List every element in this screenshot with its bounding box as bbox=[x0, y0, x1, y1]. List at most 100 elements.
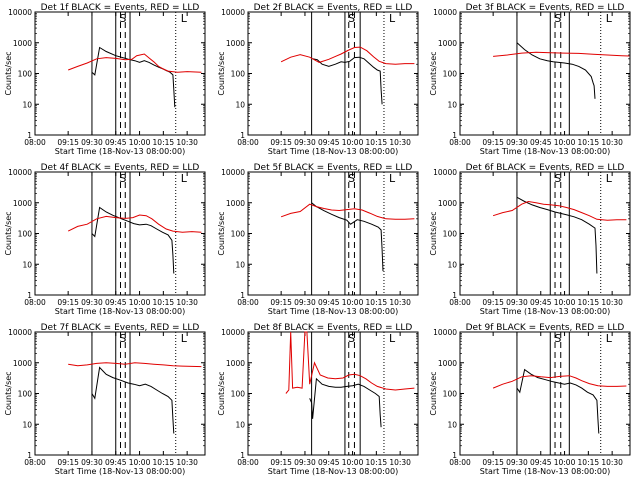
y-tick-label: 10 bbox=[447, 100, 457, 109]
y-axis-label: Counts/sec bbox=[4, 211, 13, 255]
y-tick-label: 10 bbox=[447, 260, 457, 269]
x-tick-label: 08:00 bbox=[449, 298, 471, 307]
panel-title: Det 6f BLACK = Events, RED = LLD bbox=[466, 163, 625, 173]
y-tick-label: 1 bbox=[452, 291, 457, 300]
panel-title: Det 7f BLACK = Events, RED = LLD bbox=[41, 323, 200, 333]
y-tick-label: 10 bbox=[235, 420, 245, 429]
panel-det-9: Det 9f BLACK = Events, RED = LLD 1 10 100 10… bbox=[429, 323, 631, 476]
x-tick-label: 10:00 bbox=[129, 298, 151, 307]
series-line-events bbox=[91, 206, 175, 274]
x-tick-label: 09:15 bbox=[482, 458, 504, 467]
x-axis-label: Start Time (18-Nov-13 08:00:00) bbox=[268, 467, 398, 476]
panel-det-3: Det 3f BLACK = Events, RED = LLD 1 10 100 10… bbox=[429, 3, 631, 156]
x-tick-label: 10:15 bbox=[578, 138, 600, 147]
x-tick-label: 09:15 bbox=[482, 138, 504, 147]
region-letter-l: L bbox=[181, 172, 188, 185]
x-axis-label: Start Time (18-Nov-13 08:00:00) bbox=[480, 307, 610, 316]
y-tick-label: 10000 bbox=[8, 328, 32, 337]
region-letter-s: S bbox=[348, 172, 355, 185]
x-tick-label: 09:30 bbox=[81, 298, 103, 307]
region-letter-l: L bbox=[606, 172, 613, 185]
x-axis-label: Start Time (18-Nov-13 08:00:00) bbox=[268, 307, 398, 316]
panel-det-4: Det 4f BLACK = Events, RED = LLD 1 10 100 10… bbox=[4, 163, 206, 316]
region-letter-l: L bbox=[606, 12, 613, 25]
series-line-events bbox=[311, 202, 384, 272]
panel-title: Det 2f BLACK = Events, RED = LLD bbox=[254, 3, 413, 13]
y-tick-label: 100 bbox=[231, 230, 246, 239]
series-line-events bbox=[516, 42, 596, 99]
panel-det-2: Det 2f BLACK = Events, RED = LLD 1 10 100 10… bbox=[217, 3, 419, 156]
y-tick-label: 1 bbox=[27, 131, 32, 140]
panel-det-5: Det 5f BLACK = Events, RED = LLD 1 10 100 10… bbox=[217, 163, 419, 316]
panel-title: Det 9f BLACK = Events, RED = LLD bbox=[466, 323, 625, 333]
x-tick-label: 09:45 bbox=[530, 458, 552, 467]
plot-frame bbox=[34, 331, 206, 456]
series-line-events bbox=[309, 377, 382, 428]
x-tick-label: 09:15 bbox=[270, 298, 292, 307]
y-tick-label: 10000 bbox=[433, 328, 457, 337]
region-letter-l: L bbox=[389, 332, 396, 345]
x-tick-label: 10:15 bbox=[578, 458, 600, 467]
plot-frame bbox=[34, 171, 206, 296]
y-axis-label: Counts/sec bbox=[429, 371, 438, 415]
x-tick-label: 10:30 bbox=[176, 138, 198, 147]
y-tick-label: 1000 bbox=[438, 359, 457, 368]
y-tick-label: 1 bbox=[240, 131, 245, 140]
plot-frame bbox=[247, 11, 419, 136]
y-tick-label: 10000 bbox=[8, 8, 32, 17]
x-tick-label: 09:45 bbox=[318, 458, 340, 467]
x-tick-label: 09:30 bbox=[294, 458, 316, 467]
panel-title: Det 3f BLACK = Events, RED = LLD bbox=[466, 3, 625, 13]
x-tick-label: 10:00 bbox=[342, 458, 364, 467]
x-tick-label: 09:30 bbox=[506, 298, 528, 307]
x-tick-label: 09:15 bbox=[270, 138, 292, 147]
x-tick-label: 10:15 bbox=[153, 458, 175, 467]
series-line-lld bbox=[492, 375, 627, 389]
y-tick-label: 10 bbox=[447, 420, 457, 429]
x-axis-label: Start Time (18-Nov-13 08:00:00) bbox=[55, 467, 185, 476]
series-line-lld bbox=[493, 51, 630, 57]
x-tick-label: 09:45 bbox=[105, 298, 127, 307]
y-tick-label: 10000 bbox=[433, 8, 457, 17]
x-tick-label: 09:15 bbox=[57, 138, 79, 147]
y-tick-label: 100 bbox=[231, 70, 246, 79]
x-tick-label: 08:00 bbox=[449, 458, 471, 467]
x-tick-label: 10:00 bbox=[342, 298, 364, 307]
x-tick-label: 10:30 bbox=[389, 138, 411, 147]
series-line-events bbox=[91, 46, 176, 108]
x-axis-label: Start Time (18-Nov-13 08:00:00) bbox=[268, 147, 398, 156]
x-tick-label: 08:00 bbox=[237, 138, 259, 147]
y-tick-label: 1 bbox=[27, 291, 32, 300]
x-tick-label: 10:30 bbox=[601, 458, 623, 467]
y-axis-label: Counts/sec bbox=[4, 51, 13, 95]
x-axis-label: Start Time (18-Nov-13 08:00:00) bbox=[480, 147, 610, 156]
x-tick-label: 10:30 bbox=[601, 298, 623, 307]
panel-det-8: Det 8f BLACK = Events, RED = LLD 1 10 100 10… bbox=[217, 323, 419, 476]
region-letter-s: S bbox=[348, 332, 355, 345]
x-tick-label: 10:00 bbox=[129, 138, 151, 147]
series-line-lld bbox=[492, 200, 627, 221]
x-tick-label: 10:15 bbox=[578, 298, 600, 307]
x-tick-label: 09:45 bbox=[105, 138, 127, 147]
y-tick-label: 10000 bbox=[221, 168, 245, 177]
y-tick-label: 1000 bbox=[226, 359, 245, 368]
x-tick-label: 08:00 bbox=[24, 138, 46, 147]
x-tick-label: 09:45 bbox=[530, 138, 552, 147]
region-letter-s: S bbox=[348, 12, 355, 25]
x-tick-label: 08:00 bbox=[237, 458, 259, 467]
plot-frame bbox=[459, 171, 631, 296]
x-axis-label: Start Time (18-Nov-13 08:00:00) bbox=[55, 147, 185, 156]
x-tick-label: 09:30 bbox=[81, 458, 103, 467]
series-line-lld bbox=[280, 46, 415, 65]
y-tick-label: 100 bbox=[18, 70, 33, 79]
x-tick-label: 08:00 bbox=[449, 138, 471, 147]
region-letter-l: L bbox=[606, 332, 613, 345]
region-letter-s: S bbox=[554, 332, 561, 345]
plot-frame bbox=[459, 331, 631, 456]
x-tick-label: 10:15 bbox=[366, 138, 388, 147]
x-tick-label: 10:00 bbox=[554, 458, 576, 467]
y-tick-label: 100 bbox=[18, 230, 33, 239]
x-tick-label: 10:15 bbox=[366, 458, 388, 467]
plot-frame bbox=[247, 331, 419, 456]
